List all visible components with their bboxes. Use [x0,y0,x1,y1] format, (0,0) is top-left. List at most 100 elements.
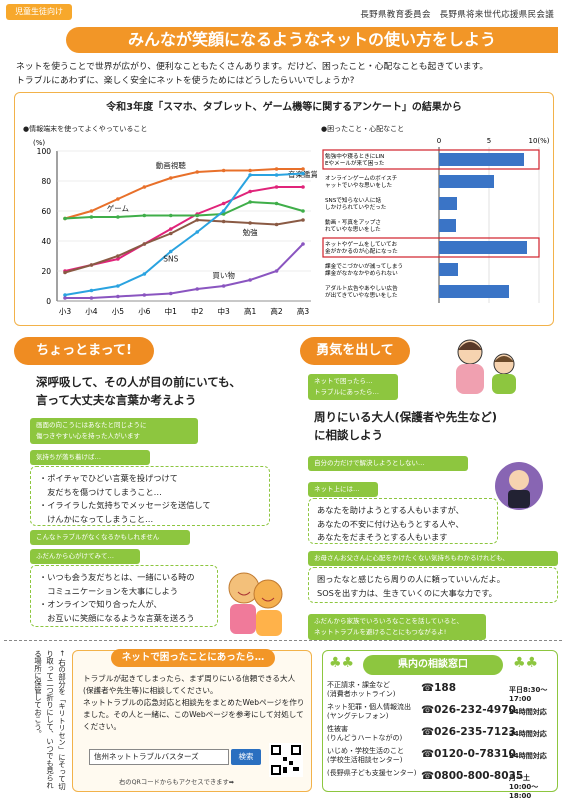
right-tag-parents: お母さんお父さんに心配をかけたくない気持ちもわかるけれども、 [308,551,558,566]
series-point [274,222,279,227]
left-box-tips-item: ・いつも会う友だちとは、一緒にいる時の [39,572,195,582]
consultation-phone[interactable]: ☎026-232-4970 [421,704,516,716]
series-point [195,230,200,234]
qr-code-icon[interactable] [269,743,303,777]
y-tick-label: 0 [46,297,51,306]
audience-tag: 児童生徒向け [6,4,72,20]
series-point [116,284,120,288]
series-point [142,242,147,246]
consultation-row: 性被害 (りんどうハートながの) ☎026-235-7123 24時間対応 [327,723,555,745]
consultation-phone[interactable]: ☎026-235-7123 [421,726,516,738]
x-tick-label: 中2 [191,306,203,316]
bar [439,219,456,232]
kids-illustration [228,572,283,636]
right-tag-family-talk-line-2: ネットトラブルを避けることにもつながるよ! [314,628,447,636]
left-tag-calm: 気持ちが落ち着けば… [30,450,150,465]
intro-line-2: トラブルにあわずに、楽しく安全にネットを使うためにはどうしたらいいでしょうか? [16,76,355,86]
right-box-sos: 困ったなと感じたら周りの人に頼っていいんだよ。 SOSを出す力は、生きていくのに大… [308,567,558,603]
right-message-line-1: 周りにいる大人(保護者や先生など) [314,410,498,424]
bar [439,175,494,188]
series-point [116,257,120,261]
cut-line [4,640,562,641]
bar [439,153,524,166]
left-tag-empathy-line-1: 画面の向こうにはあなたと同じように [36,421,147,429]
series-label: 買い物 [212,270,235,280]
bar-chart: 0 5 10(%) 勉強中や寝るときにLINEやメールが来て困ったオンラインゲームのボ… [322,137,549,303]
bar-category-label: 勉強中や寝るときにLIN [325,152,384,160]
series-point [116,254,120,258]
bar-category-label: SNSで知らない人に話 [325,196,381,204]
series-point [142,272,147,276]
series-point [248,278,252,282]
bar-category-label: 金がかかるのが心配になった [325,247,398,255]
series-point [248,173,252,177]
bar-category-label: ネットやゲームをしていてお [325,240,397,248]
series-point [168,176,173,180]
series-label: 勉強 [243,227,258,237]
bar [439,241,527,254]
left-main-message: 深呼吸して、その人が目の前にいても、 言って大丈夫な言葉か考えよう [36,373,286,409]
series-line [64,172,304,296]
series-point [274,173,279,177]
series-point [195,218,200,222]
series-point [89,263,94,267]
x-tick-label: 高3 [297,306,309,316]
series-line [65,243,304,299]
bar-highlight-frame [322,149,540,170]
consultation-hours: 月〜土10:00〜18:00 [509,774,539,800]
series-point [248,200,252,204]
series-point [248,221,252,225]
right-box-warning-list: あなたを助けようとする人もいますが、 あなたの不安に付け込もうとする人や、 あなたを… [317,504,489,545]
left-box-troubles-item: ・ポイチャでひどい言葉を投げつけて [39,473,178,483]
x-tick-label: 小4 [85,307,97,316]
consultation-name-line-2: (長野県子ども支援センター) [327,769,417,777]
bar-category-label: Eやメールが来て困った [325,159,385,167]
left-message-line-1: 深呼吸して、その人が目の前にいても、 [36,375,241,389]
series-point [195,213,200,218]
consultation-name: ネット犯罪・個人情報流出 (ヤングテレフォン) [327,703,419,721]
y-tick-label: 80 [41,177,51,186]
left-tag-no-trouble: こんなトラブルがなくなるかもしれません [30,530,190,545]
consultation-name-line-1: 不正請求・課金など [327,681,390,689]
help-text-1: トラブルが起きてしまったら、まず周りにいる信頼できる大人(保護者や先生等)に相談… [83,674,296,695]
left-box-tips-list: ・いつも会う友だちとは、一緒にいる時の コミュニケーションを大事にしよう ・オンラ… [39,571,209,625]
y-tick-label: 40 [41,237,51,246]
series-point [168,291,173,296]
consultation-name-line-1: いじめ・学校生活のこと [327,747,404,755]
bar [439,285,509,298]
search-input[interactable]: 信州ネットトラブルバスターズ [89,749,229,765]
series-line [64,200,304,220]
consultation-phone[interactable]: ☎188 [421,682,456,694]
consultation-phone[interactable]: ☎0800-800-8035 [421,770,524,782]
series-point [116,215,120,219]
series-point [301,242,305,246]
bar-category-label: 課金でこづかいが減ってしまう [325,262,403,270]
intro-line-1: ネットを使うことで世界が広がり、便利なこともたくさんあります。だけど、困ったこと… [16,62,489,72]
x-tick-label: 小5 [112,307,124,316]
series-point [274,167,279,171]
x-tick-label: 中1 [165,306,177,316]
title-banner: みんなが笑顔になるようなネットの使い方をしよう [66,27,558,53]
consultation-phone[interactable]: ☎0120-0-78310 [421,748,516,760]
bar-category-label: 課金がなかなかやめられない [325,269,398,277]
bar [439,263,458,276]
x-tick-label: 小6 [138,307,150,316]
bar-category-label: しかけられていやだった [325,203,387,211]
series-line [64,168,303,220]
series-point [274,185,279,189]
left-tag-empathy: 画面の向こうにはあなたと同じように 傷つきやすい心を持った人がいます [30,418,198,444]
left-box-tips-item: コミュニケーションを大事にしよう [39,585,179,596]
series-point [195,170,200,174]
bar-category-label: オンラインゲームのボイスチ [325,174,398,182]
bar-x-tick-label: 0 [437,137,441,145]
consultation-name: 性被害 (りんどうハートながの) [327,725,419,743]
right-tag-trouble-line-1: ネットで困ったら… [314,377,373,385]
consultation-row: いじめ・学校生活のこと (学校生活相談センター) ☎0120-0-78310 24時間… [327,745,555,767]
bar-category-label: が出てきていやな思いをした [325,291,398,299]
search-button[interactable]: 検索 [231,749,261,765]
right-box-sos-item: SOSを出す力は、生きていくのに大事な力です。 [317,587,497,598]
series-point [221,209,226,213]
y-tick-label: 20 [41,267,51,276]
organizations: 長野県教育委員会 長野県将来世代応援県民会議 [360,8,554,20]
right-tag-trouble-line-2: トラブルにあったら… [314,388,379,396]
